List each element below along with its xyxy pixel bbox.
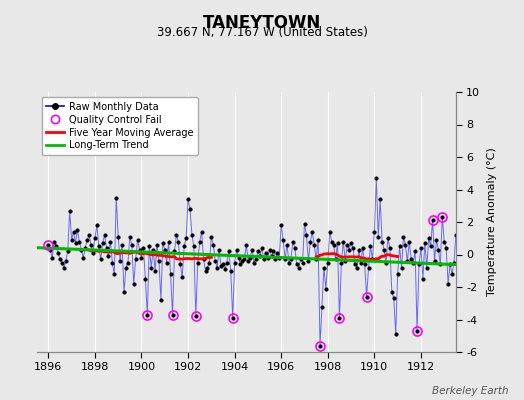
Legend: Raw Monthly Data, Quality Control Fail, Five Year Moving Average, Long-Term Tren: Raw Monthly Data, Quality Control Fail, …: [41, 97, 198, 155]
Text: Berkeley Earth: Berkeley Earth: [432, 386, 508, 396]
Text: 39.667 N, 77.167 W (United States): 39.667 N, 77.167 W (United States): [157, 26, 367, 39]
Text: TANEYTOWN: TANEYTOWN: [203, 14, 321, 32]
Y-axis label: Temperature Anomaly (°C): Temperature Anomaly (°C): [487, 148, 497, 296]
